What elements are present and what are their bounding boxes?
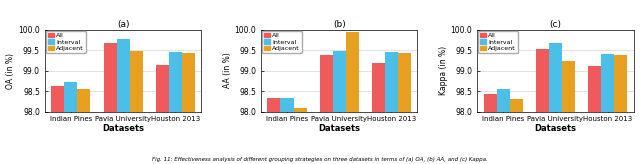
Bar: [509, 99, 523, 164]
Y-axis label: AA (in %): AA (in %): [223, 53, 232, 88]
Title: (a): (a): [117, 20, 129, 29]
Bar: [156, 65, 169, 164]
Bar: [372, 63, 385, 164]
Text: Fig. 11: Effectiveness analysis of different grouping strategies on three datase: Fig. 11: Effectiveness analysis of diffe…: [152, 157, 488, 162]
Bar: [614, 55, 627, 164]
Bar: [484, 94, 497, 164]
Bar: [51, 86, 65, 164]
Bar: [169, 52, 182, 164]
Bar: [536, 49, 548, 164]
Y-axis label: OA (in %): OA (in %): [6, 52, 15, 89]
Bar: [104, 43, 116, 164]
Bar: [280, 98, 294, 164]
Bar: [182, 53, 195, 164]
Bar: [130, 51, 143, 164]
Title: (c): (c): [549, 20, 561, 29]
Bar: [601, 54, 614, 164]
Bar: [319, 55, 333, 164]
X-axis label: Datasets: Datasets: [534, 124, 576, 133]
Title: (b): (b): [333, 20, 346, 29]
Legend: All, Interval, Adjacent: All, Interval, Adjacent: [478, 31, 518, 53]
Bar: [268, 98, 280, 164]
Bar: [497, 89, 509, 164]
Bar: [385, 52, 398, 164]
Bar: [77, 89, 90, 164]
Bar: [346, 32, 359, 164]
Bar: [548, 43, 562, 164]
Legend: All, Interval, Adjacent: All, Interval, Adjacent: [46, 31, 86, 53]
Bar: [333, 51, 346, 164]
Legend: All, Interval, Adjacent: All, Interval, Adjacent: [262, 31, 301, 53]
Y-axis label: Kappa (in %): Kappa (in %): [438, 46, 447, 95]
Bar: [116, 39, 130, 164]
X-axis label: Datasets: Datasets: [318, 124, 360, 133]
Bar: [588, 66, 601, 164]
Bar: [398, 53, 411, 164]
Bar: [65, 82, 77, 164]
Bar: [562, 61, 575, 164]
Bar: [294, 108, 307, 164]
X-axis label: Datasets: Datasets: [102, 124, 144, 133]
